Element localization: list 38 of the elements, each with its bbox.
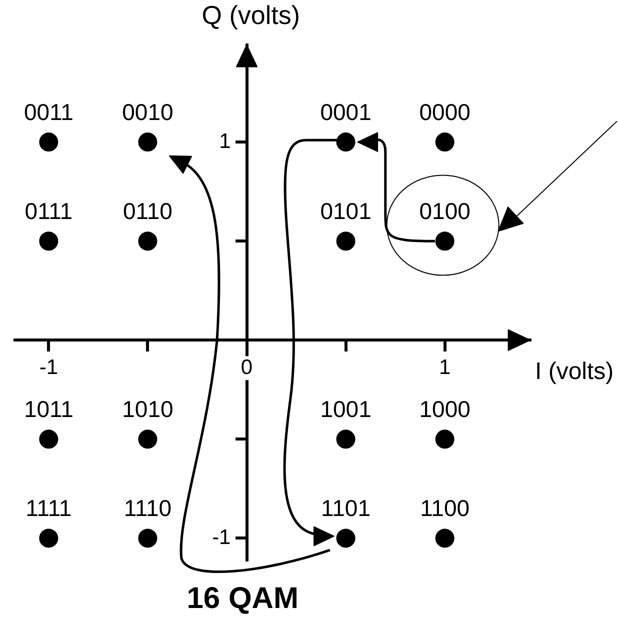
annotation: 0001	[320, 99, 372, 126]
point	[435, 232, 454, 251]
annotation: 0101	[320, 198, 372, 224]
annotation: 0100	[419, 198, 470, 224]
annotation: 0011	[24, 99, 74, 126]
point	[435, 132, 454, 152]
text: 16 QAM	[186, 582, 298, 616]
point	[39, 132, 58, 152]
annotation: 1101	[321, 495, 371, 522]
point	[138, 430, 158, 449]
annotation: 0000	[419, 99, 470, 126]
point	[336, 132, 356, 152]
annotation: 1001	[320, 396, 372, 422]
annotation: 1110	[124, 495, 172, 522]
y-axis-title: Q (volts)	[202, 0, 300, 31]
annotation: 0111	[24, 198, 73, 224]
point	[39, 232, 58, 251]
point	[138, 232, 158, 251]
point	[138, 132, 158, 152]
annotation: 1100	[420, 495, 470, 522]
x-tick-label: 1	[438, 356, 451, 379]
point	[138, 528, 158, 548]
point	[435, 528, 454, 548]
annotation: 1011	[24, 396, 74, 422]
annotation: 1000	[419, 396, 470, 422]
annotation: 1111	[26, 495, 72, 522]
annotation: 0110	[122, 198, 172, 224]
x-tick-label: -1	[39, 356, 58, 379]
point	[39, 528, 58, 548]
annotation: 0010	[122, 99, 174, 126]
point	[336, 528, 356, 548]
annotation: 1010	[122, 396, 174, 422]
point	[39, 430, 58, 449]
point	[435, 430, 454, 449]
x-tick-label: 0	[240, 356, 253, 379]
point	[336, 430, 356, 449]
point	[336, 232, 356, 251]
x-axis-title: I (volts)	[535, 358, 614, 386]
